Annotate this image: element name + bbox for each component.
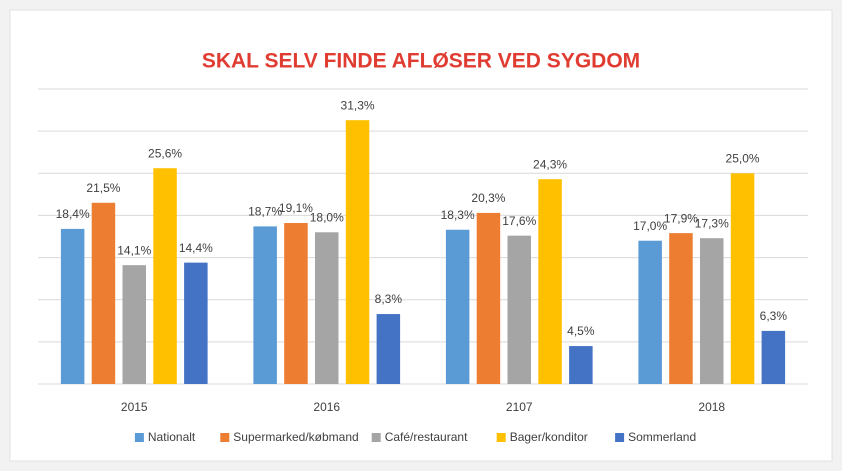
bar (669, 233, 693, 384)
data-label: 6,3% (760, 309, 788, 323)
bar (700, 238, 724, 384)
bar (153, 168, 177, 384)
x-tick-label: 2018 (698, 400, 725, 414)
bar (730, 173, 755, 384)
data-label: 21,5% (86, 181, 120, 195)
x-tick-label: 2015 (121, 400, 148, 414)
data-label: 17,9% (664, 211, 698, 225)
data-label: 18,4% (56, 207, 90, 221)
data-label: 25,6% (148, 146, 182, 160)
legend-label: Supermarked/købmand (233, 430, 358, 444)
bar (507, 235, 531, 384)
chart-area (9, 9, 833, 462)
legend-label: Café/restaurant (385, 430, 468, 444)
data-label: 4,5% (567, 324, 595, 338)
legend-label: Bager/konditor (510, 430, 588, 444)
x-tick-label: 2016 (313, 400, 340, 414)
x-tick-label: 2107 (506, 400, 533, 414)
bar (376, 314, 401, 384)
data-label: 18,0% (310, 210, 344, 224)
data-label: 18,7% (248, 205, 282, 219)
data-label: 25,0% (726, 151, 760, 165)
bar (761, 330, 786, 384)
legend-swatch (371, 433, 381, 442)
data-label: 31,3% (341, 98, 375, 112)
data-label: 19,1% (279, 201, 313, 215)
data-label: 17,3% (695, 216, 729, 230)
bar (538, 179, 562, 384)
data-label: 24,3% (533, 157, 567, 171)
bar (569, 346, 593, 384)
legend-swatch (134, 433, 144, 442)
bar (60, 228, 85, 384)
chart-title: SKAL SELV FINDE AFLØSER VED SYGDOM (202, 50, 640, 73)
data-label: 17,0% (633, 219, 667, 233)
legend-swatch (220, 433, 230, 442)
data-label: 8,3% (375, 292, 403, 306)
data-label: 14,4% (179, 241, 213, 255)
bar (184, 262, 208, 384)
bar (284, 223, 308, 384)
data-label: 14,1% (117, 243, 151, 257)
bar (445, 229, 470, 384)
bar (345, 120, 370, 384)
legend-swatch (615, 433, 625, 442)
bar (91, 202, 116, 384)
data-label: 20,3% (471, 191, 505, 205)
bar (638, 240, 662, 384)
bar (122, 265, 146, 384)
bar (253, 226, 277, 384)
bar (315, 232, 339, 384)
legend-swatch (496, 433, 506, 442)
data-label: 18,3% (441, 208, 475, 222)
bar (476, 212, 501, 384)
legend-label: Sommerland (628, 430, 696, 444)
data-label: 17,6% (502, 214, 536, 228)
legend-label: Nationalt (148, 430, 196, 444)
